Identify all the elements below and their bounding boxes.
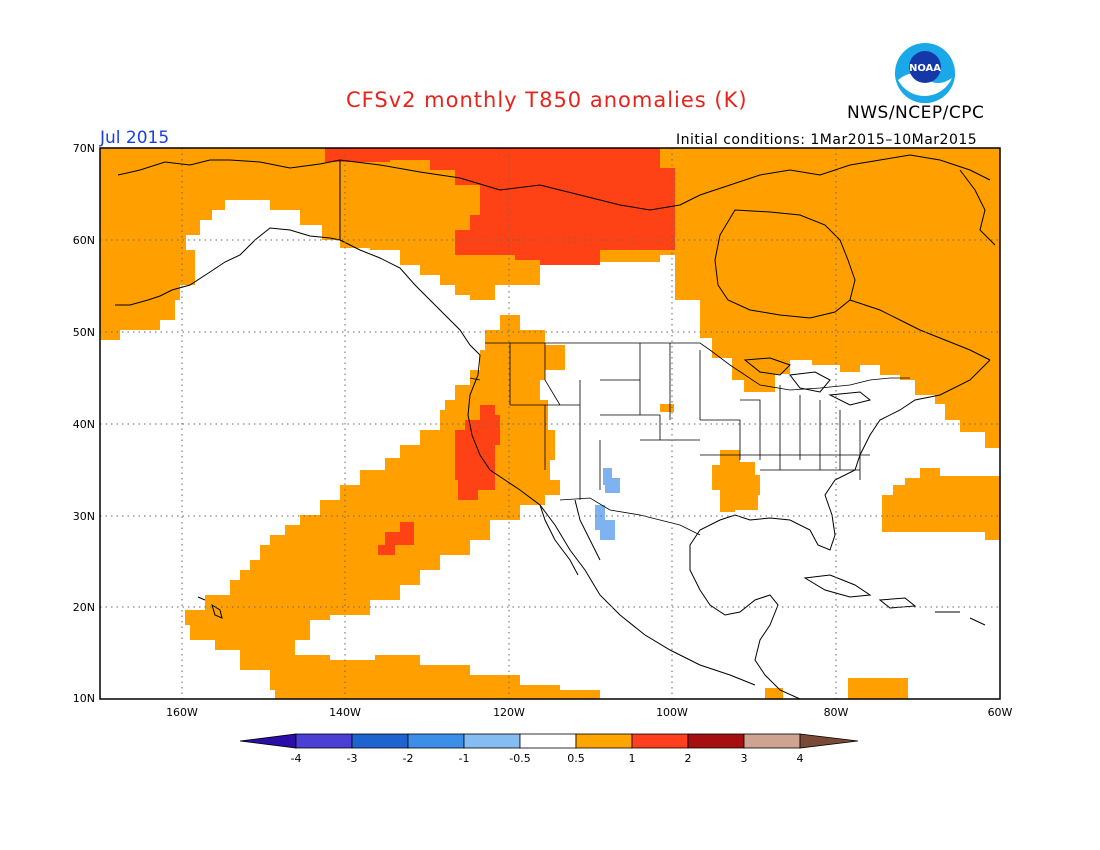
anomaly-region-orange-caribbean	[848, 678, 908, 699]
colorbar-segment-05-1	[575, 733, 633, 749]
colorbar-label: -4	[290, 752, 302, 765]
agency-label: NWS/NCEP/CPC	[847, 103, 985, 123]
colorbar-label: -2	[402, 752, 414, 765]
anomaly-region-orange-atlantic	[882, 468, 1000, 540]
anomaly-region-orange-plains	[660, 404, 674, 412]
colorbar-label: 3	[740, 752, 748, 765]
colorbar-segment-lt-4	[239, 733, 297, 749]
colorbar-label: 4	[796, 752, 804, 765]
map-title: CFSv2 monthly T850 anomalies (K)	[346, 88, 748, 112]
lat-label-70n: 70N	[72, 142, 95, 155]
lat-label-50n: 50N	[72, 326, 95, 339]
political-borders	[469, 342, 910, 536]
anomaly-region-orange-gulf	[712, 450, 760, 512]
lat-label-10n: 10N	[72, 692, 95, 705]
lat-label-40n: 40N	[72, 418, 95, 431]
logo-text: NOAA	[909, 63, 941, 74]
colorbar-segment-gt-4	[799, 733, 859, 749]
month-label: Jul 2015	[100, 128, 170, 148]
colorbar-label: 2	[684, 752, 692, 765]
lon-label-140w: 140W	[329, 706, 361, 719]
anomaly-region-orange-pacific	[185, 315, 600, 699]
colorbar-segment-4-3	[295, 733, 353, 749]
noaa-logo: NOAA	[894, 42, 956, 104]
colorbar-label: -1	[458, 752, 470, 765]
colorbar-segment-neutral	[519, 733, 577, 749]
anomaly-region-red-north	[325, 148, 675, 265]
anomaly-region-red-california	[455, 405, 500, 500]
colorbar-segment-3-4	[743, 733, 801, 749]
colorbar-segment-1-2	[631, 733, 689, 749]
anomaly-region-blue-southwest	[595, 468, 620, 540]
lon-label-100w: 100W	[656, 706, 688, 719]
anomaly-region-orange-north	[100, 148, 1000, 448]
colorbar-label: 1	[628, 752, 636, 765]
anomaly-fields	[100, 148, 1000, 699]
lat-label-60n: 60N	[72, 234, 95, 247]
map-frame	[99, 147, 1001, 700]
colorbar-segment-3-2	[351, 733, 409, 749]
gridlines	[100, 148, 1000, 699]
lat-label-30n: 30N	[72, 510, 95, 523]
colorbar-segment-1-05	[463, 733, 521, 749]
coastlines	[115, 154, 996, 699]
anomaly-region-orange-central-america	[765, 688, 783, 699]
lon-label-160w: 160W	[166, 706, 198, 719]
colorbar-label: -3	[346, 752, 358, 765]
colorbar-label: -0.5	[509, 752, 531, 765]
colorbar-segment-2-1	[407, 733, 465, 749]
colorbar-segment-2-3	[687, 733, 745, 749]
anomaly-region-red-subtropic	[378, 522, 414, 555]
colorbar	[239, 733, 859, 749]
lon-label-60w: 60W	[987, 706, 1013, 719]
lat-label-20n: 20N	[72, 601, 95, 614]
initial-conditions-label: Initial conditions: 1Mar2015–10Mar2015	[676, 132, 978, 148]
lon-label-80w: 80W	[823, 706, 849, 719]
colorbar-label: 0.5	[567, 752, 585, 765]
lon-label-120w: 120W	[493, 706, 525, 719]
